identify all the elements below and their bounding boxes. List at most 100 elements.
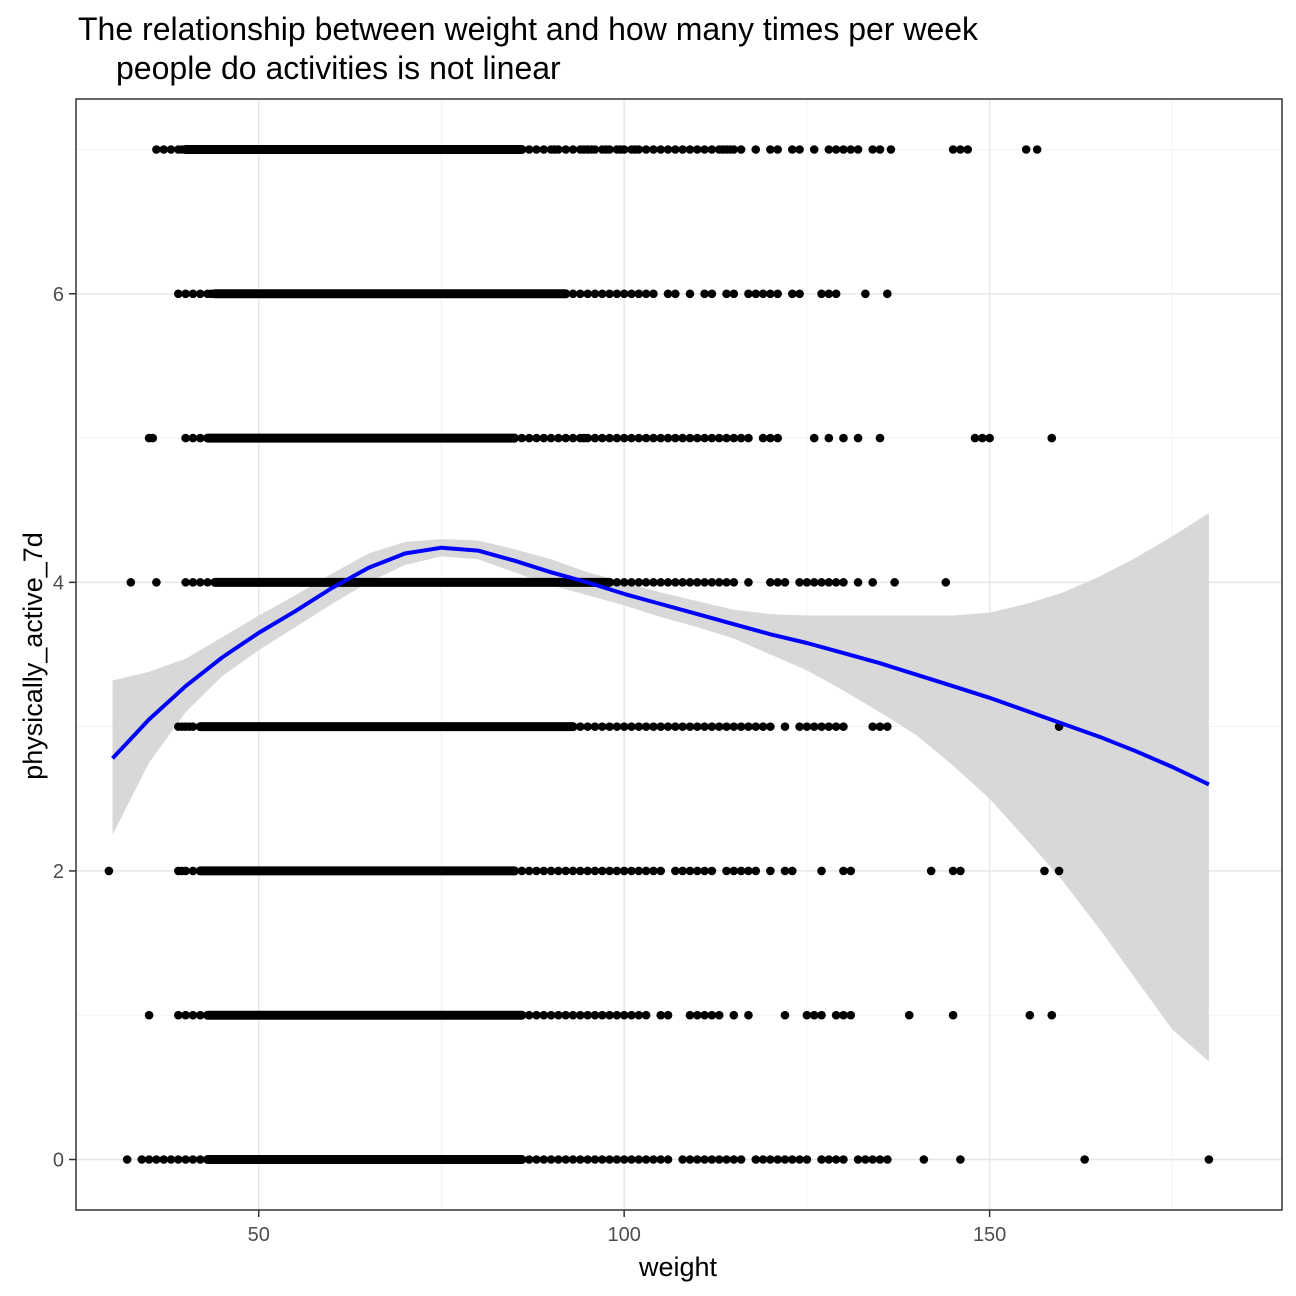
data-point: [802, 578, 812, 587]
data-point: [195, 578, 205, 587]
data-point: [188, 722, 198, 731]
data-point: [978, 433, 987, 443]
data-point: [1021, 145, 1031, 154]
data-point: [671, 289, 680, 299]
data-point: [839, 145, 848, 154]
data-point: [758, 289, 768, 299]
data-point: [678, 433, 687, 443]
data-point: [780, 1010, 790, 1020]
data-point: [188, 578, 198, 587]
data-point: [649, 1155, 658, 1164]
data-point: [1047, 1010, 1057, 1020]
data-point: [627, 866, 636, 876]
data-point: [663, 145, 673, 154]
data-point: [839, 1010, 848, 1020]
data-point: [627, 289, 636, 299]
data-point: [188, 1155, 198, 1164]
data-point: [875, 433, 885, 443]
data-point: [605, 1010, 614, 1020]
data-point: [612, 1155, 622, 1164]
data-point: [692, 866, 702, 876]
data-point: [605, 289, 614, 299]
data-point: [729, 433, 739, 443]
data-point: [831, 145, 841, 154]
data-point: [583, 722, 592, 731]
data-point: [839, 578, 848, 587]
data-point: [817, 1155, 826, 1164]
data-point: [524, 866, 534, 876]
data-point: [692, 1010, 702, 1020]
data-point: [174, 289, 183, 299]
data-point: [649, 145, 658, 154]
data-point: [853, 433, 863, 443]
data-point: [824, 433, 834, 443]
data-point: [714, 578, 724, 587]
data-point: [970, 433, 980, 443]
data-point: [203, 578, 212, 587]
data-point: [861, 1155, 870, 1164]
data-point: [787, 1155, 797, 1164]
data-point: [539, 145, 549, 154]
data-point: [524, 1010, 534, 1020]
data-point: [773, 433, 782, 443]
data-point: [824, 722, 834, 731]
data-point: [839, 1155, 848, 1164]
data-point: [692, 433, 702, 443]
data-point: [510, 866, 519, 876]
data-point: [817, 866, 826, 876]
data-point: [656, 1155, 666, 1164]
data-point: [671, 145, 680, 154]
data-point: [700, 1155, 709, 1164]
data-point: [649, 578, 658, 587]
data-point: [619, 1155, 629, 1164]
data-point: [195, 1155, 205, 1164]
data-point: [729, 289, 739, 299]
data-point: [685, 722, 695, 731]
smooth-line-layer: [111, 545, 1210, 787]
data-point: [678, 145, 687, 154]
data-point: [766, 433, 775, 443]
data-point: [926, 866, 936, 876]
data-point: [656, 145, 666, 154]
data-point: [722, 1155, 731, 1164]
data-point: [744, 866, 753, 876]
data-point: [729, 1010, 739, 1020]
data-point: [554, 1010, 563, 1020]
data-point: [685, 1155, 695, 1164]
data-point: [941, 578, 951, 587]
data-point: [948, 145, 958, 154]
data-point: [766, 1155, 775, 1164]
data-point: [166, 1155, 176, 1164]
data-point: [744, 289, 753, 299]
data-point: [583, 1010, 592, 1020]
data-point: [685, 289, 695, 299]
data-point: [839, 433, 848, 443]
data-point: [886, 145, 896, 154]
data-point: [181, 145, 190, 154]
data-point: [883, 722, 892, 731]
data-point: [809, 722, 819, 731]
data-point: [663, 578, 673, 587]
data-point: [751, 289, 761, 299]
data-point: [824, 578, 834, 587]
data-point: [700, 578, 709, 587]
data-point: [707, 145, 717, 154]
data-point: [692, 1155, 702, 1164]
data-point: [707, 433, 717, 443]
data-point: [883, 289, 892, 299]
data-point: [554, 866, 563, 876]
data-point: [576, 1010, 585, 1020]
data-point: [605, 145, 614, 154]
data-point: [597, 1155, 607, 1164]
data-point: [802, 1155, 812, 1164]
data-point: [663, 1155, 673, 1164]
data-point: [678, 578, 687, 587]
data-point: [532, 866, 541, 876]
data-point: [729, 722, 739, 731]
data-point: [744, 433, 753, 443]
data-point: [561, 433, 571, 443]
data-point: [963, 145, 973, 154]
data-point: [641, 578, 651, 587]
data-point: [532, 1010, 541, 1020]
data-point: [583, 289, 592, 299]
